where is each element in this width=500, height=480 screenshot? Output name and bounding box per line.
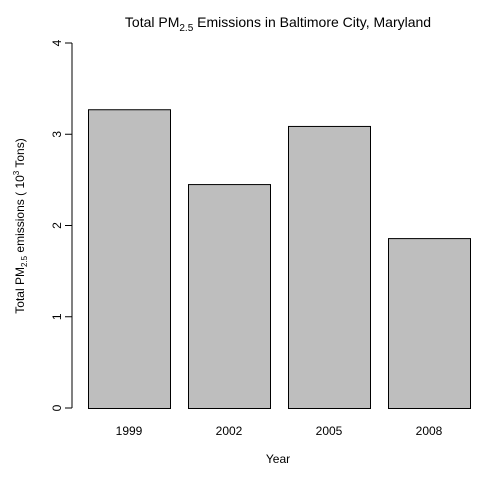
- x-axis-tick-label-1999: 1999: [116, 424, 143, 438]
- x-axis-tick-labels: 1999 2002 2005 2008: [116, 424, 443, 438]
- chart-title-rest: Emissions in Baltimore City, Maryland: [193, 14, 431, 30]
- bars: [88, 109, 471, 409]
- chart-title: Total PM2.5 Emissions in Baltimore City,…: [125, 14, 431, 34]
- y-axis: 0 1 2 3 4: [50, 39, 73, 411]
- y-axis-label-superscript: 3: [12, 170, 21, 175]
- x-axis-tick-label-2002: 2002: [216, 424, 243, 438]
- y-axis-tick-label-3: 3: [50, 131, 64, 138]
- y-axis-label-part1: Total PM: [13, 267, 27, 314]
- bar-1999: [88, 109, 171, 409]
- y-axis-label: Total PM2.5 emissions ( 103 Tons): [12, 138, 29, 313]
- bar-2002: [188, 184, 271, 409]
- chart-title-main: Total PM: [125, 14, 179, 30]
- y-axis-label-subscript: 2.5: [20, 255, 29, 267]
- y-axis-label-part3: Tons): [13, 138, 27, 170]
- chart-title-subscript: 2.5: [179, 23, 193, 34]
- y-axis-tick-label-1: 1: [50, 313, 64, 320]
- bar-2005: [288, 125, 371, 409]
- y-axis-tick-label-2: 2: [50, 222, 64, 229]
- bar-2008: [388, 238, 471, 409]
- x-axis-tick-label-2008: 2008: [416, 424, 443, 438]
- y-axis-tick-label-4: 4: [50, 39, 64, 46]
- x-axis-tick-label-2005: 2005: [316, 424, 343, 438]
- x-axis-label: Year: [266, 452, 290, 466]
- y-axis-label-part2: emissions ( 10: [13, 175, 27, 256]
- y-axis-tick-label-0: 0: [50, 404, 64, 411]
